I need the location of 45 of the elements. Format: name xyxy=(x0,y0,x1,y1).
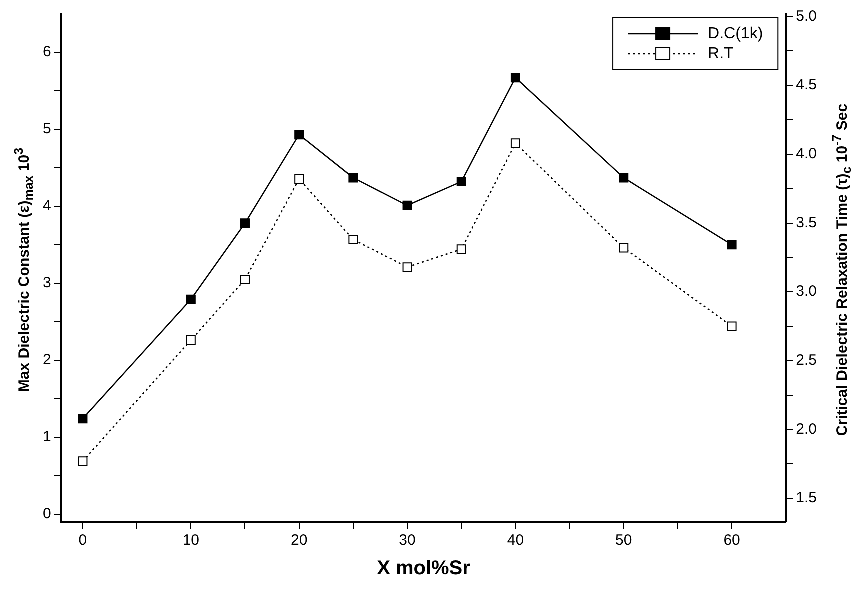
y2-tick-label: 4.0 xyxy=(796,146,818,163)
point xyxy=(186,336,196,346)
x-tick-label: 30 xyxy=(399,532,416,550)
point xyxy=(456,244,466,254)
point xyxy=(240,274,250,284)
y-tick-label: 4 xyxy=(43,198,52,215)
x-tick-label: 20 xyxy=(290,532,308,550)
point xyxy=(402,200,412,210)
x-tick-label: 0 xyxy=(78,532,88,550)
y-tick-label: 2 xyxy=(43,352,52,369)
point xyxy=(510,73,520,83)
legend-label: R.T xyxy=(708,45,734,62)
y2-tick-label: 4.5 xyxy=(796,76,818,94)
point xyxy=(456,177,466,187)
legend-label: D.C(1k) xyxy=(708,25,764,42)
point xyxy=(240,218,250,228)
y-tick-label: 1 xyxy=(43,428,52,446)
y2-tick-label: 1.5 xyxy=(796,490,818,507)
point xyxy=(294,130,304,140)
x-axis-title: X mol%Sr xyxy=(377,558,471,580)
x-tick-label: 60 xyxy=(724,532,740,550)
point xyxy=(402,262,412,272)
point xyxy=(348,173,358,183)
x-tick-label: 50 xyxy=(616,532,632,550)
y-tick-label: 3 xyxy=(43,274,52,292)
x-tick-label: 40 xyxy=(507,532,524,550)
point xyxy=(294,174,304,184)
point xyxy=(78,414,88,424)
x-tick-label: 10 xyxy=(182,532,200,550)
point xyxy=(727,240,737,250)
y2-tick-label: 2.0 xyxy=(796,420,818,438)
point xyxy=(78,456,88,466)
y-tick-label: 5 xyxy=(43,120,52,138)
point xyxy=(619,173,629,183)
point xyxy=(619,243,629,253)
y-tick-label: 6 xyxy=(43,44,52,61)
y2-tick-label: 5.0 xyxy=(796,8,818,25)
y2-tick-label: 3.0 xyxy=(796,283,818,300)
point xyxy=(510,138,520,148)
point xyxy=(348,235,358,245)
y2-tick-label: 3.5 xyxy=(796,214,818,232)
point xyxy=(186,294,196,304)
y-tick-label: 0 xyxy=(43,505,52,522)
point xyxy=(727,322,737,332)
y2-tick-label: 2.5 xyxy=(796,352,818,370)
